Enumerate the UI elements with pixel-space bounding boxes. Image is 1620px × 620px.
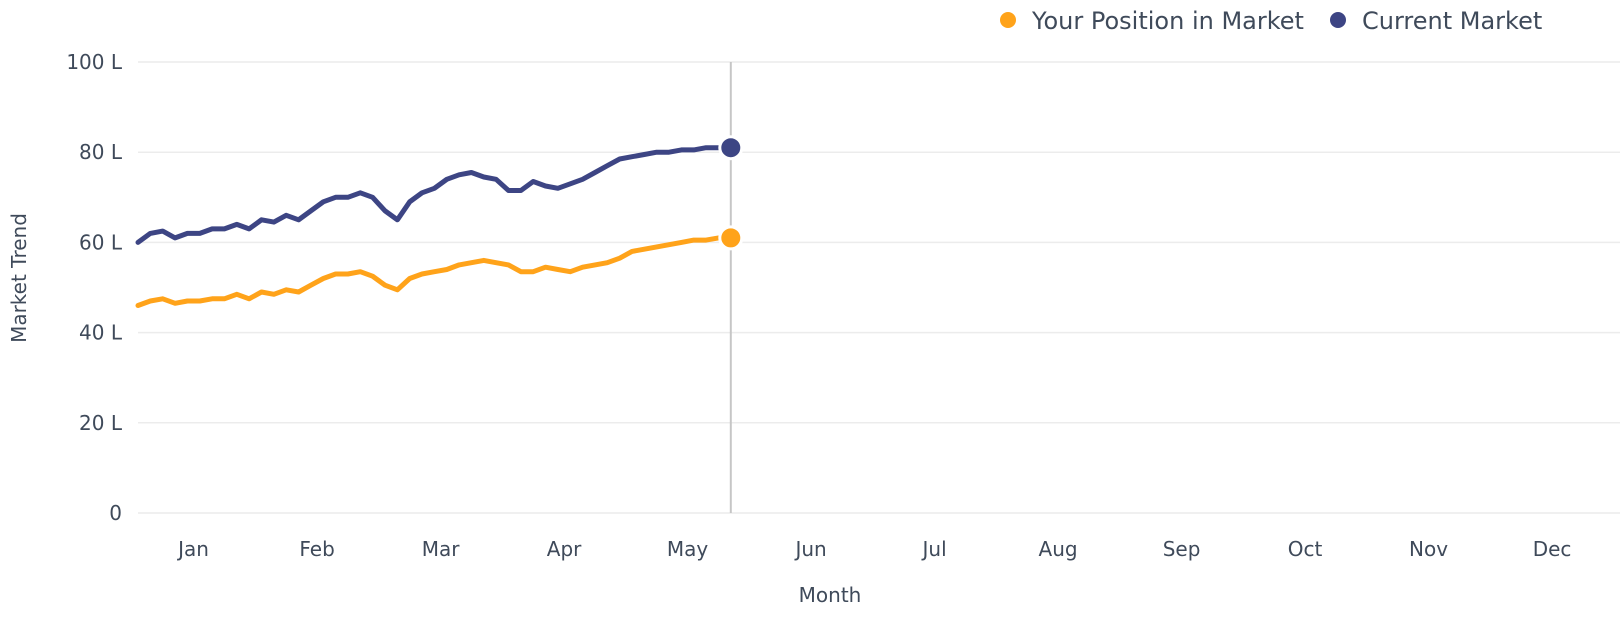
x-tick-label: Sep [1163, 537, 1201, 561]
y-tick-label: 100 L [66, 50, 123, 74]
legend-label-1[interactable]: Current Market [1362, 7, 1542, 35]
series-line-1 [138, 148, 731, 243]
x-tick-label: Feb [299, 537, 334, 561]
series-layer [138, 148, 731, 306]
series-end-point-0[interactable] [720, 227, 742, 249]
x-tick-label: Jun [793, 537, 826, 561]
x-tick-label: May [667, 537, 709, 561]
x-tick-label: Apr [547, 537, 582, 561]
x-tick-label: Oct [1288, 537, 1323, 561]
grid-layer [138, 62, 1620, 513]
y-tick-label: 0 [109, 501, 122, 525]
series-end-point-1[interactable] [720, 137, 742, 159]
legend-swatch-0 [1000, 12, 1016, 28]
y-tick-label: 20 L [79, 411, 123, 435]
y-tick-label: 40 L [79, 321, 123, 345]
legend: Your Position in Market Current Market [1000, 7, 1542, 35]
x-axis-title: Month [799, 583, 862, 607]
legend-swatch-1 [1330, 12, 1346, 28]
x-tick-label: Mar [422, 537, 461, 561]
x-tick-label: Jul [921, 537, 947, 561]
x-tick-label: Nov [1409, 537, 1448, 561]
legend-label-0[interactable]: Your Position in Market [1031, 7, 1304, 35]
axis-layer: 0 20 L 40 L 60 L 80 L 100 L Jan Feb Mar Apr May Jun… [66, 50, 1571, 561]
y-tick-label: 80 L [79, 140, 123, 164]
x-tick-label: Dec [1533, 537, 1572, 561]
series-line-0 [138, 238, 731, 306]
x-tick-label: Jan [176, 537, 209, 561]
x-tick-label: Aug [1039, 537, 1078, 561]
y-axis-title: Market Trend [7, 213, 31, 343]
y-tick-label: 60 L [79, 230, 123, 254]
